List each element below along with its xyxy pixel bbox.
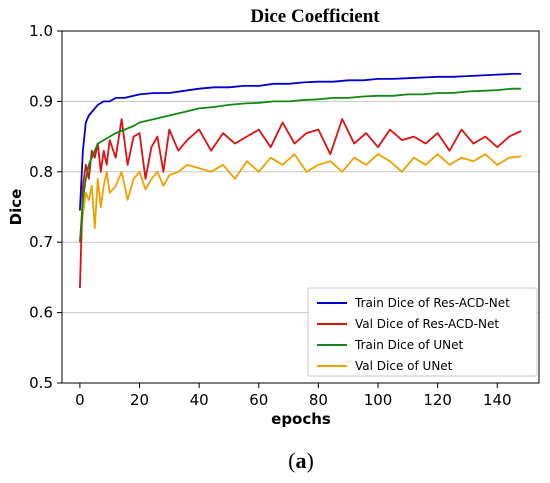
series-line-2 [79, 87, 522, 243]
caption-open: ( [288, 448, 295, 473]
figure-caption: (a) [288, 448, 314, 473]
y-axis: 0.5 0.6 0.7 0.8 0.9 1.0 [29, 22, 62, 392]
series-line-3 [79, 153, 522, 243]
legend: Train Dice of Res-ACD-Net Val Dice of Res… [307, 287, 538, 377]
y-tick-label: 0.6 [29, 304, 53, 322]
x-axis-label: epochs [271, 410, 331, 428]
x-tick-label: 140 [483, 391, 512, 409]
y-tick-label: 1.0 [29, 22, 53, 40]
series-layer [79, 73, 522, 289]
y-tick-label: 0.5 [29, 374, 53, 392]
legend-label: Val Dice of Res-ACD-Net [355, 317, 499, 331]
x-tick-label: 60 [249, 391, 268, 409]
x-tick-label: 0 [75, 391, 85, 409]
x-tick-label: 40 [190, 391, 209, 409]
chart-title: Dice Coefficient [250, 6, 380, 27]
x-axis: 0 20 40 60 80 100 120 140 [75, 383, 512, 409]
x-tick-label: 20 [130, 391, 149, 409]
caption-letter: a [296, 448, 307, 473]
y-tick-label: 0.8 [29, 163, 53, 181]
legend-label: Train Dice of Res-ACD-Net [354, 296, 510, 310]
series-line-0 [79, 73, 522, 211]
series-line-1 [79, 118, 522, 289]
legend-label: Val Dice of UNet [355, 359, 453, 373]
plot-area [61, 30, 540, 384]
x-tick-label: 100 [364, 391, 393, 409]
y-tick-label: 0.9 [29, 92, 53, 110]
grid-lines [62, 100, 539, 314]
caption-close: ) [307, 448, 314, 473]
legend-label: Train Dice of UNet [354, 338, 464, 352]
legend-box [307, 287, 538, 377]
x-tick-label: 80 [309, 391, 328, 409]
y-tick-label: 0.7 [29, 233, 53, 251]
y-axis-label: Dice [7, 189, 25, 226]
x-tick-label: 120 [423, 391, 452, 409]
